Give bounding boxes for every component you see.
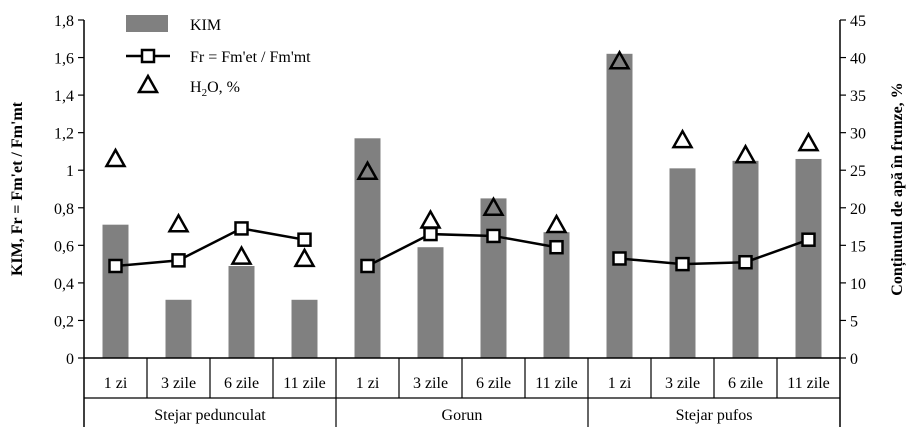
fr-point — [234, 221, 249, 236]
fr-series-line — [619, 238, 809, 266]
left-tick-label: 0,4 — [54, 276, 74, 293]
category-label: 11 zile — [787, 375, 830, 392]
legend-h2o-marker — [136, 73, 160, 94]
right-tick-label: 5 — [850, 313, 858, 330]
fr-series-line — [366, 232, 557, 268]
fr-series-line — [115, 227, 305, 268]
fr-point — [108, 258, 123, 274]
h2o-point — [797, 131, 820, 152]
category-label: 11 zile — [283, 375, 326, 392]
kim-bar — [354, 138, 381, 358]
category-label: 3 zile — [413, 375, 448, 392]
right-tick-label: 20 — [850, 201, 866, 218]
legend-fr-marker — [140, 48, 156, 64]
category-label: 6 zile — [728, 375, 763, 392]
kim-bar — [606, 53, 633, 359]
h2o-point — [608, 49, 631, 70]
legend-kim-label: KIM — [190, 17, 221, 34]
right-tick-label: 40 — [850, 51, 866, 68]
category-label: 1 zi — [104, 375, 128, 392]
fr-point — [675, 256, 690, 272]
right-tick-label: 15 — [850, 238, 866, 255]
left-tick-label: 0,2 — [54, 313, 74, 330]
group-label: Stejar pedunculat — [154, 407, 266, 424]
h2o-point — [167, 212, 190, 233]
left-tick-label: 1,8 — [54, 13, 74, 30]
fr-point — [486, 228, 501, 244]
fr-point — [171, 253, 186, 268]
left-tick-label: 1 — [66, 163, 74, 180]
right-tick-label: 25 — [850, 163, 866, 180]
h2o-point — [230, 245, 253, 265]
right-tick-label: 45 — [850, 13, 866, 30]
group-label: Stejar pufos — [676, 407, 753, 424]
left-tick-label: 1,2 — [54, 126, 74, 143]
category-label: 3 zile — [161, 375, 196, 392]
right-tick-label: 35 — [850, 88, 866, 105]
fr-point — [549, 239, 564, 255]
fr-point — [801, 232, 816, 247]
h2o-point — [419, 208, 442, 229]
left-tick-label: 0 — [66, 351, 74, 368]
category-label: 6 zile — [476, 375, 511, 392]
fr-point — [297, 232, 312, 247]
h2o-point — [356, 160, 379, 180]
kim-bar — [417, 247, 444, 358]
fr-point — [423, 226, 438, 242]
category-label: 11 zile — [535, 375, 578, 392]
category-label: 6 zile — [224, 375, 259, 392]
left-tick-label: 0,6 — [54, 238, 74, 255]
right-tick-label: 10 — [850, 276, 866, 293]
fr-point — [612, 251, 627, 266]
left-tick-label: 0,8 — [54, 201, 74, 218]
fr-point — [738, 254, 753, 270]
h2o-point — [293, 247, 316, 268]
kim-bar — [165, 299, 192, 358]
kim-bar — [795, 158, 822, 358]
legend-fr-label: Fr = Fm'et / Fm'mt — [190, 49, 311, 66]
left-tick-label: 1,6 — [54, 51, 74, 68]
left-tick-label: 1,4 — [54, 88, 74, 105]
category-label: 1 zi — [356, 375, 380, 392]
kim-bar — [291, 299, 318, 358]
y2-axis-title: Conținutul de apă în frunze, % — [889, 82, 907, 295]
right-tick-label: 30 — [850, 126, 866, 143]
right-tick-label: 0 — [850, 351, 858, 368]
fr-point — [360, 258, 375, 274]
group-label: Gorun — [442, 407, 483, 424]
kim-bar — [228, 265, 255, 358]
y-axis-title: KIM, Fr = Fm'et / Fm'mt — [9, 101, 26, 276]
h2o-point — [104, 147, 127, 168]
h2o-point — [671, 128, 694, 149]
h2o-point — [482, 196, 505, 217]
legend-h2o-label: H2O, % — [190, 79, 240, 99]
kim-bar — [480, 198, 507, 358]
kim-bar — [102, 224, 129, 358]
category-label: 3 zile — [665, 375, 700, 392]
legend-kim-swatch — [126, 15, 168, 32]
h2o-point — [545, 213, 568, 234]
category-label: 1 zi — [608, 375, 632, 392]
h2o-point — [734, 143, 757, 164]
